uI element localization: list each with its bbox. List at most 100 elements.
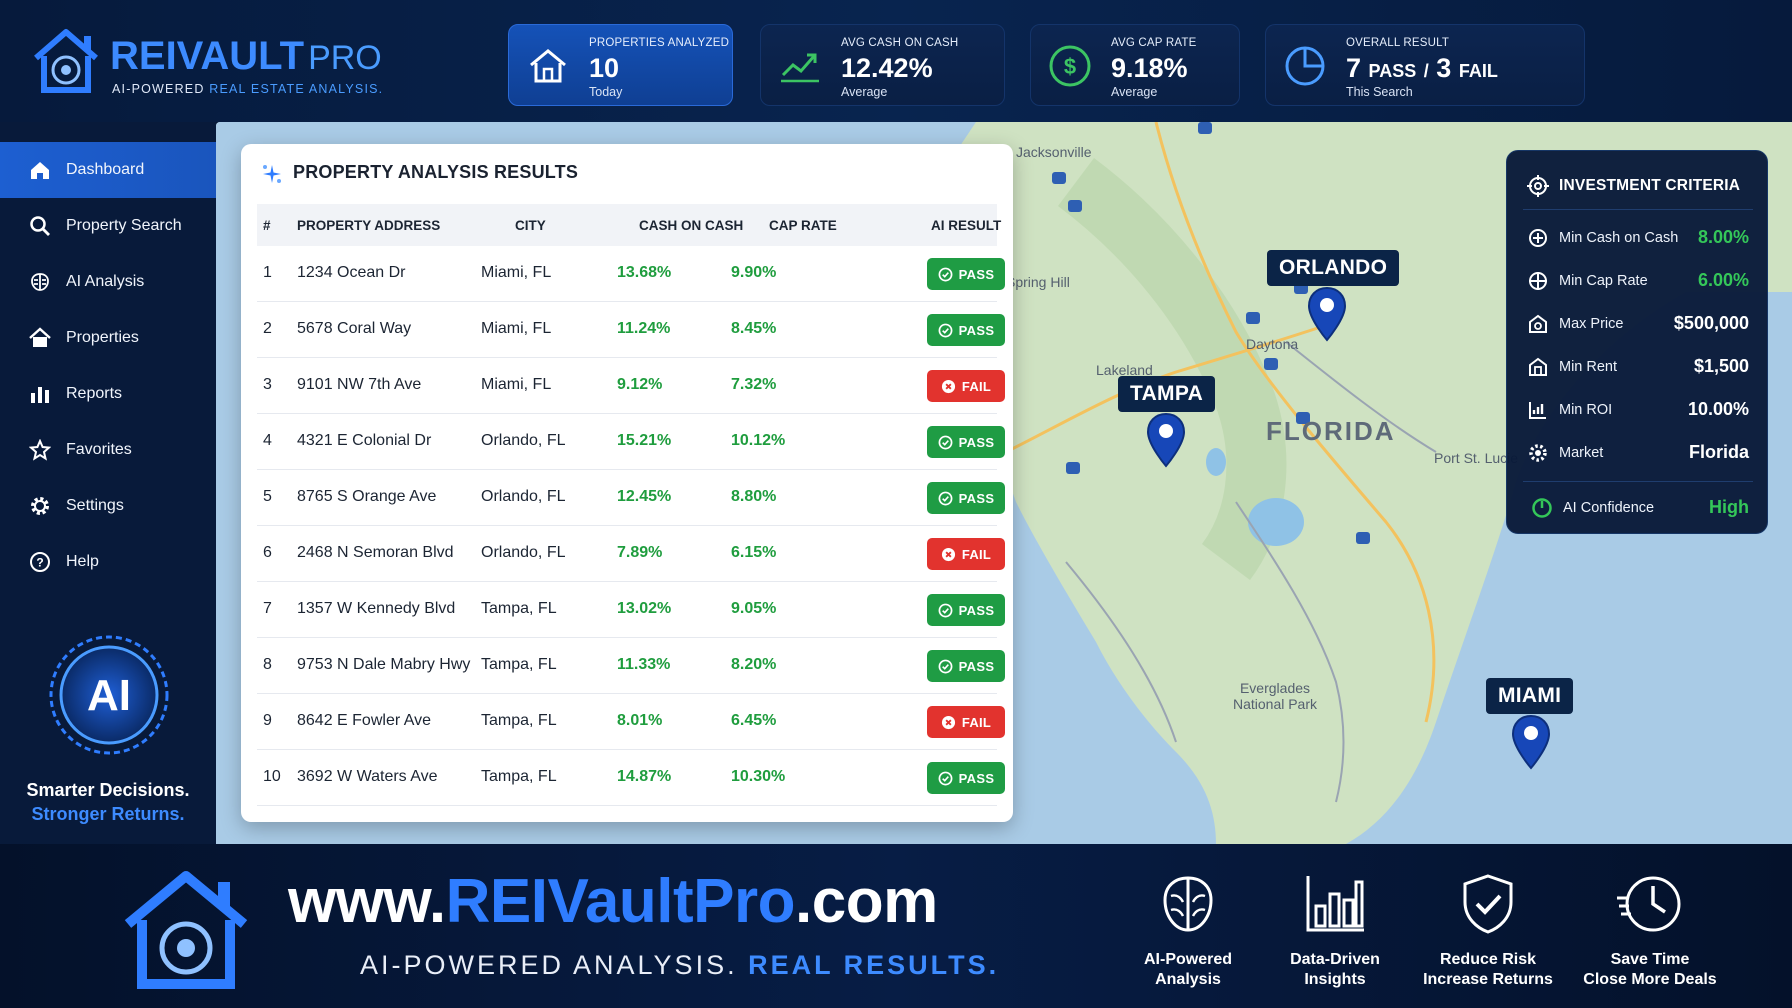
cell-cap-rate: 8.80% — [731, 488, 777, 505]
stat-sub: This Search — [1346, 85, 1413, 99]
brand-logo[interactable]: REIVAULT PRO AI-POWERED REAL ESTATE ANALY… — [30, 24, 382, 104]
pass-word: PASS — [1368, 61, 1417, 81]
criteria-row-min-coc[interactable]: Min Cash on Cash 8.00% — [1507, 217, 1769, 259]
col-header-number: # — [263, 218, 271, 233]
table-row[interactable]: 8 9753 N Dale Mabry Hwy Tampa, FL 11.33% 8.2… — [257, 638, 1005, 694]
pass-badge[interactable]: PASS — [927, 594, 1005, 626]
cell-number: 2 — [263, 320, 272, 337]
cell-city: Miami, FL — [481, 376, 552, 393]
cell-address: 9753 N Dale Mabry Hwy — [297, 656, 471, 673]
cell-number: 8 — [263, 656, 272, 673]
sidebar-item-properties[interactable]: Properties — [0, 310, 216, 366]
stat-value: 10 — [589, 53, 620, 83]
table-row[interactable]: 1 1234 Ocean Dr Miami, FL 13.68% 9.90% PASS — [257, 246, 1005, 302]
url-suffix: .com — [794, 867, 938, 936]
sidebar-item-label: Reports — [66, 385, 123, 402]
pass-badge[interactable]: PASS — [927, 314, 1005, 346]
sidebar-item-label: Properties — [66, 329, 139, 346]
table-row[interactable]: 7 1357 W Kennedy Blvd Tampa, FL 13.02% 9.05%… — [257, 582, 1005, 638]
brand-tagline: AI-POWERED REAL ESTATE ANALYSIS. — [112, 82, 383, 96]
house-icon — [530, 49, 566, 83]
stat-card-properties-analyzed[interactable]: PROPERTIES ANALYZED 10 Today — [508, 24, 733, 106]
fail-badge[interactable]: FAIL — [927, 538, 1005, 570]
pass-badge[interactable]: PASS — [927, 650, 1005, 682]
cell-cash-on-cash: 8.01% — [617, 712, 663, 729]
sidebar-item-dashboard[interactable]: Dashboard — [0, 142, 216, 198]
criteria-value: 10.00% — [1687, 399, 1749, 419]
table-row[interactable]: 10 3692 W Waters Ave Tampa, FL 14.87% 10.30%… — [257, 750, 1005, 806]
x-circle-icon — [941, 715, 955, 729]
map-place-daytona: Daytona — [1246, 336, 1299, 352]
table-row[interactable]: 9 8642 E Fowler Ave Tampa, FL 8.01% 6.45% FAI… — [257, 694, 1005, 750]
sidebar-item-ai-analysis[interactable]: AI Analysis — [0, 254, 216, 310]
city-label-miami[interactable]: MIAMI — [1486, 678, 1574, 714]
feature-save-time: Save Time Close More Deals — [1575, 872, 1725, 990]
cell-address: 4321 E Colonial Dr — [297, 432, 432, 449]
table-row[interactable]: 3 9101 NW 7th Ave Miami, FL 9.12% 7.32% FAIL — [257, 358, 1005, 414]
col-header-city[interactable]: CITY — [515, 218, 546, 233]
criteria-row-max-price[interactable]: Max Price $500,000 — [1507, 303, 1769, 345]
criteria-value: Florida — [1688, 442, 1749, 462]
cell-number: 4 — [263, 432, 272, 449]
result-label: PASS — [958, 434, 995, 450]
result-label: FAIL — [961, 546, 992, 562]
cell-city: Tampa, FL — [481, 656, 557, 673]
pass-badge[interactable]: PASS — [927, 762, 1005, 794]
sidebar-item-favorites[interactable]: Favorites — [0, 422, 216, 478]
stat-label: AVG CASH ON CASH — [841, 37, 959, 49]
footer-tagline-b: REAL RESULTS. — [748, 950, 1000, 980]
table-row[interactable]: 4 4321 E Colonial Dr Orlando, FL 15.21% 10.1… — [257, 414, 1005, 470]
col-header-ai-result[interactable]: AI RESULT — [931, 218, 1002, 233]
cell-city: Miami, FL — [481, 264, 552, 281]
fail-badge[interactable]: FAIL — [927, 370, 1005, 402]
fail-word: FAIL — [1458, 61, 1498, 81]
city-label-orlando[interactable]: ORLANDO — [1267, 250, 1400, 286]
cell-cap-rate: 6.45% — [731, 712, 777, 729]
feature-line-2: Analysis — [1155, 971, 1221, 988]
sidebar-item-reports[interactable]: Reports — [0, 366, 216, 422]
criteria-row-min-rent[interactable]: Min Rent $1,500 — [1507, 346, 1769, 388]
criteria-row-ai-confidence[interactable]: AI Confidence High — [1507, 487, 1769, 529]
stat-card-avg-cap-rate[interactable]: $ AVG CAP RATE 9.18% Average — [1030, 24, 1240, 106]
pass-badge[interactable]: PASS — [927, 426, 1005, 458]
cell-city: Miami, FL — [481, 320, 552, 337]
criteria-row-market[interactable]: Market Florida — [1507, 432, 1769, 474]
table-row[interactable]: 2 5678 Coral Way Miami, FL 11.24% 8.45% PASS — [257, 302, 1005, 358]
criteria-label: Market — [1559, 445, 1604, 461]
cell-address: 3692 W Waters Ave — [297, 768, 438, 785]
city-label-tampa[interactable]: TAMPA — [1118, 376, 1216, 412]
cell-city: Orlando, FL — [481, 432, 566, 449]
cell-city: Tampa, FL — [481, 712, 557, 729]
fail-count: 3 — [1436, 53, 1452, 83]
pass-badge[interactable]: PASS — [927, 258, 1005, 290]
col-header-address[interactable]: PROPERTY ADDRESS — [297, 218, 441, 233]
sidebar-item-help[interactable]: ? Help — [0, 534, 216, 590]
stat-card-avg-cash-on-cash[interactable]: AVG CASH ON CASH 12.42% Average — [760, 24, 1005, 106]
pass-badge[interactable]: PASS — [927, 482, 1005, 514]
col-header-cash-on-cash[interactable]: CASH ON CASH — [639, 218, 744, 233]
divider — [1523, 209, 1753, 210]
sidebar-item-property-search[interactable]: Property Search — [0, 198, 216, 254]
criteria-row-min-cap-rate[interactable]: Min Cap Rate 6.00% — [1507, 260, 1769, 302]
map-place-jacksonville: Jacksonville — [1016, 144, 1092, 160]
svg-text:$: $ — [1064, 54, 1076, 79]
cell-cap-rate: 6.15% — [731, 544, 777, 561]
map-pin-icon[interactable] — [1306, 286, 1348, 342]
cell-cap-rate: 8.20% — [731, 656, 777, 673]
fail-badge[interactable]: FAIL — [927, 706, 1005, 738]
market-gear-icon — [1529, 444, 1547, 462]
map-state-label: FLORIDA — [1266, 416, 1396, 446]
col-header-cap-rate[interactable]: CAP RATE — [769, 218, 837, 233]
criteria-row-min-roi[interactable]: Min ROI 10.00% — [1507, 389, 1769, 431]
ai-brain-icon: AI — [49, 635, 169, 755]
map-pin-icon[interactable] — [1145, 412, 1187, 468]
stat-card-overall-result[interactable]: OVERALL RESULT 7 PASS / 3 FAIL This Sear… — [1265, 24, 1585, 106]
table-row[interactable]: 5 8765 S Orange Ave Orlando, FL 12.45% 8.80%… — [257, 470, 1005, 526]
sidebar-item-settings[interactable]: Settings — [0, 478, 216, 534]
table-row[interactable]: 6 2468 N Semoran Blvd Orlando, FL 7.89% 6.15… — [257, 526, 1005, 582]
criteria-value: $1,500 — [1693, 356, 1749, 376]
website-url[interactable]: www.REIVaultPro.com — [288, 866, 938, 937]
feature-line-1: Reduce Risk — [1439, 951, 1537, 968]
feature-line-2: Increase Returns — [1423, 971, 1553, 988]
map-pin-icon[interactable] — [1510, 714, 1552, 770]
